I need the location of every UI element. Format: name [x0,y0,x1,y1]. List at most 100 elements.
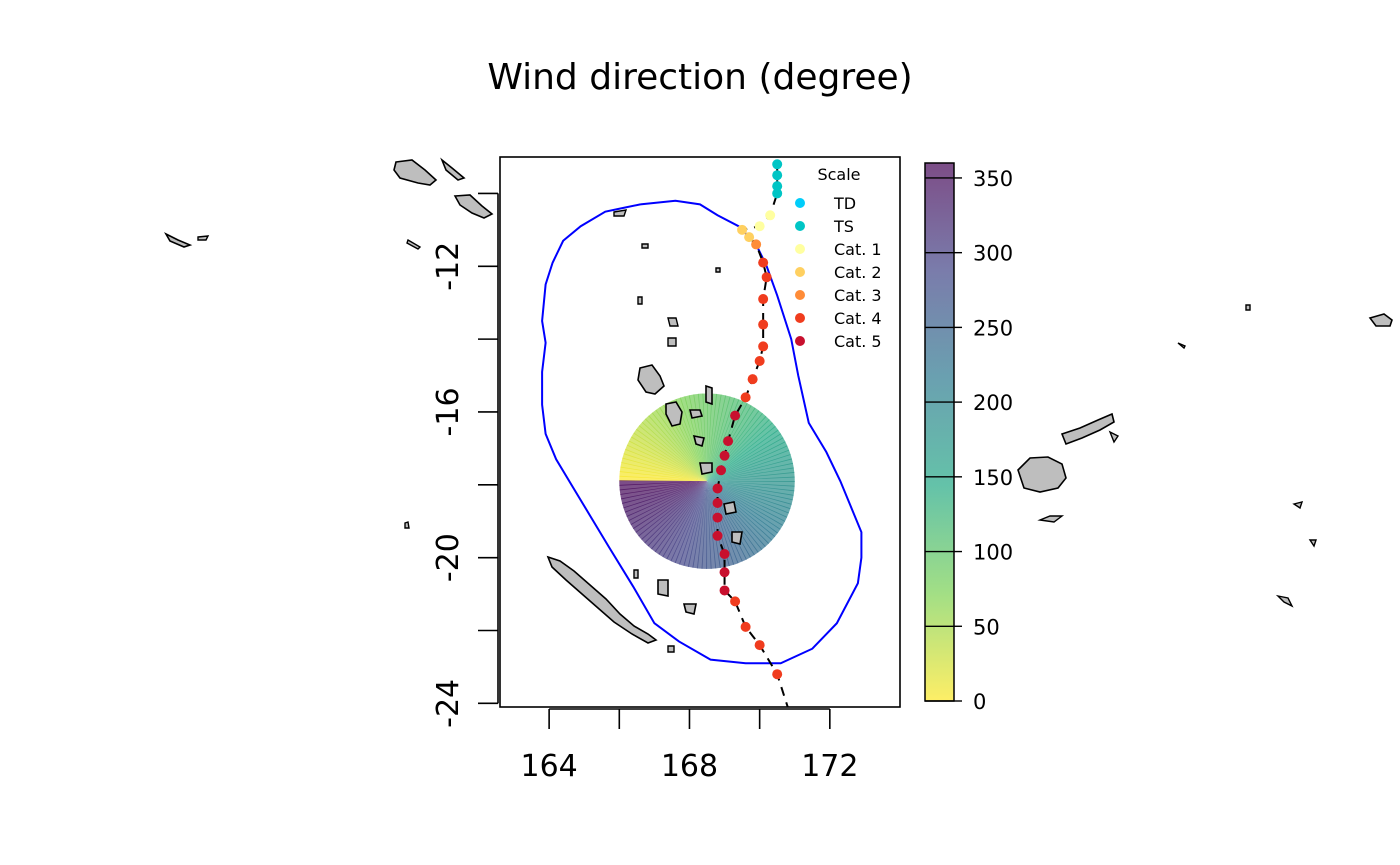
wind-sector [707,481,778,538]
wind-sector [622,481,708,509]
land-epi [692,434,705,448]
wind-sector [666,481,708,562]
wind-sector [619,481,708,491]
legend-label: Cat. 5 [834,332,882,351]
track-point [719,450,730,461]
legend-label: TD [833,194,856,213]
track-point [758,341,769,352]
colorbar-tick-label: 350 [973,167,1013,191]
wind-sector [630,481,708,529]
land-loyalty-1 [657,579,669,597]
land-ambrym [688,409,704,419]
wind-sector [707,437,786,482]
track-point [712,498,723,509]
track-point [772,181,783,192]
legend-marker [795,313,805,323]
track-point [754,355,765,366]
land-solomon-north [393,159,438,186]
legend-label: Cat. 1 [834,240,882,259]
track-point [772,188,783,199]
islet-outside-6 [1108,430,1120,444]
land-small-west [163,232,193,248]
vanuatu-islands [613,209,743,653]
wind-sector [707,476,795,483]
track-point [723,436,734,447]
wind-sector [626,440,708,482]
wind-sector [707,433,784,482]
wind-sector [644,481,708,547]
wind-sector [707,481,766,550]
islet-outside-7 [1177,342,1186,350]
wind-sector [633,428,708,482]
islet-outside-2 [406,238,422,250]
colorbar-tick-label: 0 [973,690,986,714]
track-point [712,512,723,523]
y-axis: -12 -16 -20 -24 [431,192,499,728]
wind-sector [707,407,760,482]
track-point [712,530,723,541]
legend-label: TS [833,217,854,236]
wind-sector [647,481,708,550]
wind-sector [631,432,708,482]
wind-sector [654,481,708,555]
land-erromango [723,501,737,515]
legend-title: Scale [817,165,860,184]
wind-sector [706,481,712,569]
colorbar-tick-label: 250 [973,316,1013,340]
islet-outside-1 [404,521,410,529]
track-point [772,170,783,181]
wind-sector [624,481,708,517]
track-point [719,549,730,560]
legend-marker [795,336,805,346]
chart-title: Wind direction (degree) [487,57,912,98]
wind-sector [707,413,767,482]
islet-outside-8 [1245,304,1251,311]
wind-sector [707,419,773,482]
wind-sector [638,481,708,540]
wind-sector [679,396,708,482]
wind-sector [632,481,708,533]
wind-sector [655,407,708,482]
track-point [719,585,730,596]
track-point [730,410,741,421]
y-tick-label: -12 [431,242,466,291]
track-point [747,374,758,385]
y-tick-label: -20 [431,533,466,582]
islet-north-2 [637,296,643,305]
legend-label: Cat. 2 [834,263,882,282]
wind-sector [628,436,708,482]
colorbar-tick-label: 300 [973,242,1013,266]
y-tick-label: -16 [431,387,466,436]
colorbar-tick-label: 150 [973,466,1013,490]
land-new-caledonia [546,555,658,644]
land-tanna [731,531,743,545]
islet-north-4 [667,337,677,347]
track-point [751,239,762,250]
islet-north-5 [641,243,649,249]
wind-sector [707,481,783,530]
wind-sector [707,481,788,522]
land-loyalty-2 [682,603,697,615]
track-point [772,159,783,170]
land-malekula [665,401,683,427]
wind-sector [675,397,708,482]
background-islands [163,157,1393,644]
track-point [765,210,776,221]
islet-south-1 [667,645,675,653]
colorbar-tick-label: 100 [973,541,1013,565]
wind-sector [707,481,781,534]
wind-sector [707,462,794,482]
track-point [772,669,783,680]
land-fiji-vanua-levu [1060,412,1115,446]
track-point [758,319,769,330]
land-solomon-mid [453,194,494,219]
wind-sector [707,445,790,482]
x-tick-label: 168 [661,749,718,784]
wind-sector [658,481,708,558]
plot-area [499,156,901,708]
wind-sector [626,481,708,521]
track-point [744,232,755,243]
wind-sector [707,467,795,482]
track-point [719,567,730,578]
legend-marker [795,290,805,300]
